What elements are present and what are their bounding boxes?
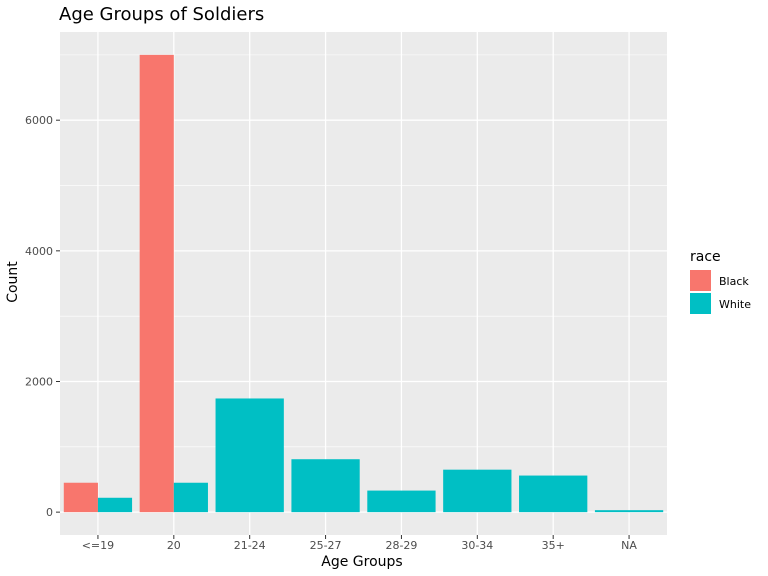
bar-white-2: [173, 482, 208, 513]
bar-white-6: [443, 469, 512, 513]
x-tick-label: 35+: [542, 539, 565, 552]
legend-key-black: [690, 270, 711, 291]
x-tick-label: 20: [167, 539, 181, 552]
bars: [63, 54, 664, 513]
x-tick-label: 28-29: [385, 539, 417, 552]
y-axis-title: Count: [5, 261, 21, 303]
x-tick-label: <=19: [82, 539, 114, 552]
bar-white-7: [519, 475, 588, 513]
legend: race Black White: [690, 249, 751, 314]
bar-white-3: [215, 398, 284, 513]
x-tick-label: 25-27: [310, 539, 342, 552]
bar-black-2: [139, 54, 174, 513]
y-tick-label: 2000: [25, 375, 53, 388]
axes: 0 2000 4000 6000 <=19 20 21-24 25-27 28-29 30-34 3…: [25, 114, 637, 552]
legend-label-white: White: [719, 298, 751, 311]
bar-white-1: [97, 497, 133, 513]
x-tick-label: 30-34: [461, 539, 493, 552]
bar-black-1: [63, 482, 98, 513]
bar-white-8: [594, 510, 664, 513]
y-tick-label: 4000: [25, 245, 53, 258]
legend-label-black: Black: [719, 275, 749, 288]
legend-key-white: [690, 293, 711, 314]
chart-title: Age Groups of Soldiers: [59, 4, 264, 25]
bar-white-4: [291, 459, 360, 513]
x-tick-label: 21-24: [234, 539, 266, 552]
y-tick-label: 0: [46, 506, 53, 519]
y-tick-label: 6000: [25, 114, 53, 127]
bar-white-5: [367, 490, 436, 513]
x-tick-label: NA: [621, 539, 637, 552]
legend-title: race: [690, 249, 721, 265]
x-axis-title: Age Groups: [321, 554, 402, 570]
